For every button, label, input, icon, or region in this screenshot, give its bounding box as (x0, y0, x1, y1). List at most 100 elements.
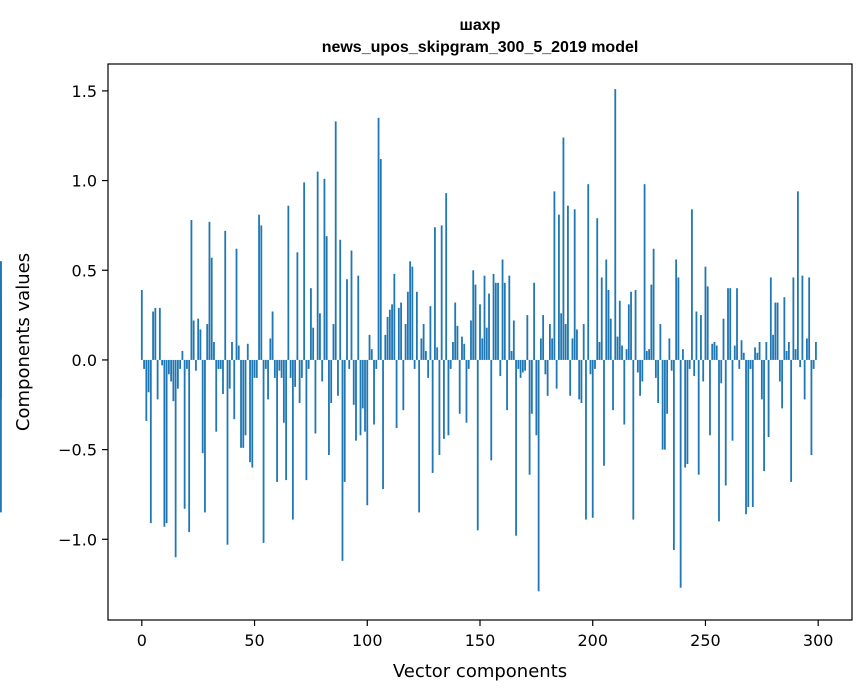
bar-259 (724, 359, 727, 486)
bar-258 (722, 318, 725, 360)
x-tick-label: 100 (352, 631, 383, 650)
bar-155 (490, 359, 493, 461)
bar-31 (210, 257, 213, 360)
bar-97 (359, 359, 362, 436)
bar-130 (434, 227, 436, 360)
bar-77 (314, 359, 317, 434)
bar-223 (643, 184, 646, 360)
bar-139 (454, 302, 457, 360)
bar-15 (174, 359, 177, 558)
bar-265 (738, 359, 741, 369)
bar-56 (267, 359, 269, 400)
bar-189 (567, 205, 569, 360)
bar-124 (420, 338, 423, 360)
bar-296 (808, 277, 811, 360)
bar-210 (614, 89, 617, 360)
bar-60 (276, 359, 278, 482)
bar-140 (456, 325, 459, 360)
bar-199 (589, 359, 592, 375)
bar-44 (240, 359, 242, 448)
x-tick-label: 300 (803, 631, 834, 650)
bar-47 (246, 343, 249, 360)
bar-206 (605, 259, 608, 360)
y-axis-label: Components values (13, 253, 34, 431)
bar-146 (470, 320, 472, 360)
bar-117 (404, 324, 407, 360)
bar-112 (393, 273, 396, 360)
bar-157 (494, 282, 497, 360)
bar-170 (524, 359, 526, 371)
bar-138 (452, 342, 454, 360)
bar-8 (158, 307, 161, 360)
bar-154 (488, 293, 490, 360)
bar-208 (609, 318, 612, 360)
bar-102 (370, 349, 373, 360)
bar-163 (508, 275, 511, 360)
bar-43 (237, 345, 240, 360)
x-tick-label: 0 (137, 631, 147, 650)
bar-245 (693, 359, 696, 377)
bar-27 (201, 359, 204, 454)
bar-212 (618, 300, 621, 360)
bar-281 (774, 302, 777, 360)
bar-51 (255, 359, 258, 378)
bar-30 (208, 221, 211, 360)
bar-229 (657, 359, 660, 403)
bar-114 (397, 307, 400, 360)
bar-135 (445, 193, 448, 360)
bar-226 (650, 284, 653, 360)
bar-191 (571, 338, 574, 360)
bar-174 (533, 282, 536, 360)
bar-188 (564, 324, 567, 360)
bar-198 (587, 184, 590, 360)
bar-6 (154, 307, 157, 360)
plot-frame (107, 63, 853, 621)
bar-90 (343, 359, 346, 482)
y-tick-label: 0.0 (72, 351, 97, 370)
bar-287 (787, 342, 790, 360)
bar-194 (578, 359, 581, 400)
bar-231 (661, 359, 664, 450)
bar-84 (330, 359, 333, 403)
bar-101 (368, 334, 371, 360)
chart-title-line1: шахр (460, 17, 501, 34)
x-axis-label: Vector components (393, 661, 567, 682)
bar-54 (262, 359, 265, 543)
bar-12 (167, 359, 170, 375)
bar-178 (542, 315, 545, 360)
bar-123 (418, 359, 421, 513)
bar-190 (569, 359, 572, 396)
bar-108 (384, 334, 387, 360)
bar-224 (645, 350, 648, 360)
x-tick-label: 50 (244, 631, 264, 650)
x-axis-ticks: 0 50 100 150 200 250 300 (137, 620, 834, 650)
bar-149 (476, 359, 479, 531)
bar-271 (751, 359, 754, 508)
y-tick-label: 1.5 (72, 82, 97, 101)
bar-228 (654, 359, 657, 378)
bar-263 (733, 345, 736, 360)
bar-undefined (0, 349, 2, 360)
bar-235 (670, 359, 673, 371)
bar-286 (785, 350, 788, 360)
bar-68 (294, 359, 297, 387)
bar-209 (612, 359, 614, 411)
bar-111 (391, 304, 393, 360)
bar-252 (709, 359, 711, 436)
bar-110 (388, 309, 391, 360)
bar-107 (382, 359, 384, 490)
y-tick-label: 0.5 (72, 261, 97, 280)
bar-120 (411, 266, 414, 360)
bar-230 (659, 324, 662, 360)
bar-59 (273, 359, 276, 378)
bar-145 (467, 359, 470, 369)
bar-141 (458, 359, 461, 414)
bar-94 (352, 359, 355, 405)
bar-104 (375, 359, 378, 369)
chart-title-line2: news_upos_skipgram_300_5_2019 model (322, 39, 639, 56)
bar-168 (519, 359, 522, 378)
bar-132 (438, 359, 441, 455)
bar-7 (156, 359, 159, 400)
bar-187 (562, 137, 565, 360)
bar-220 (636, 359, 639, 373)
